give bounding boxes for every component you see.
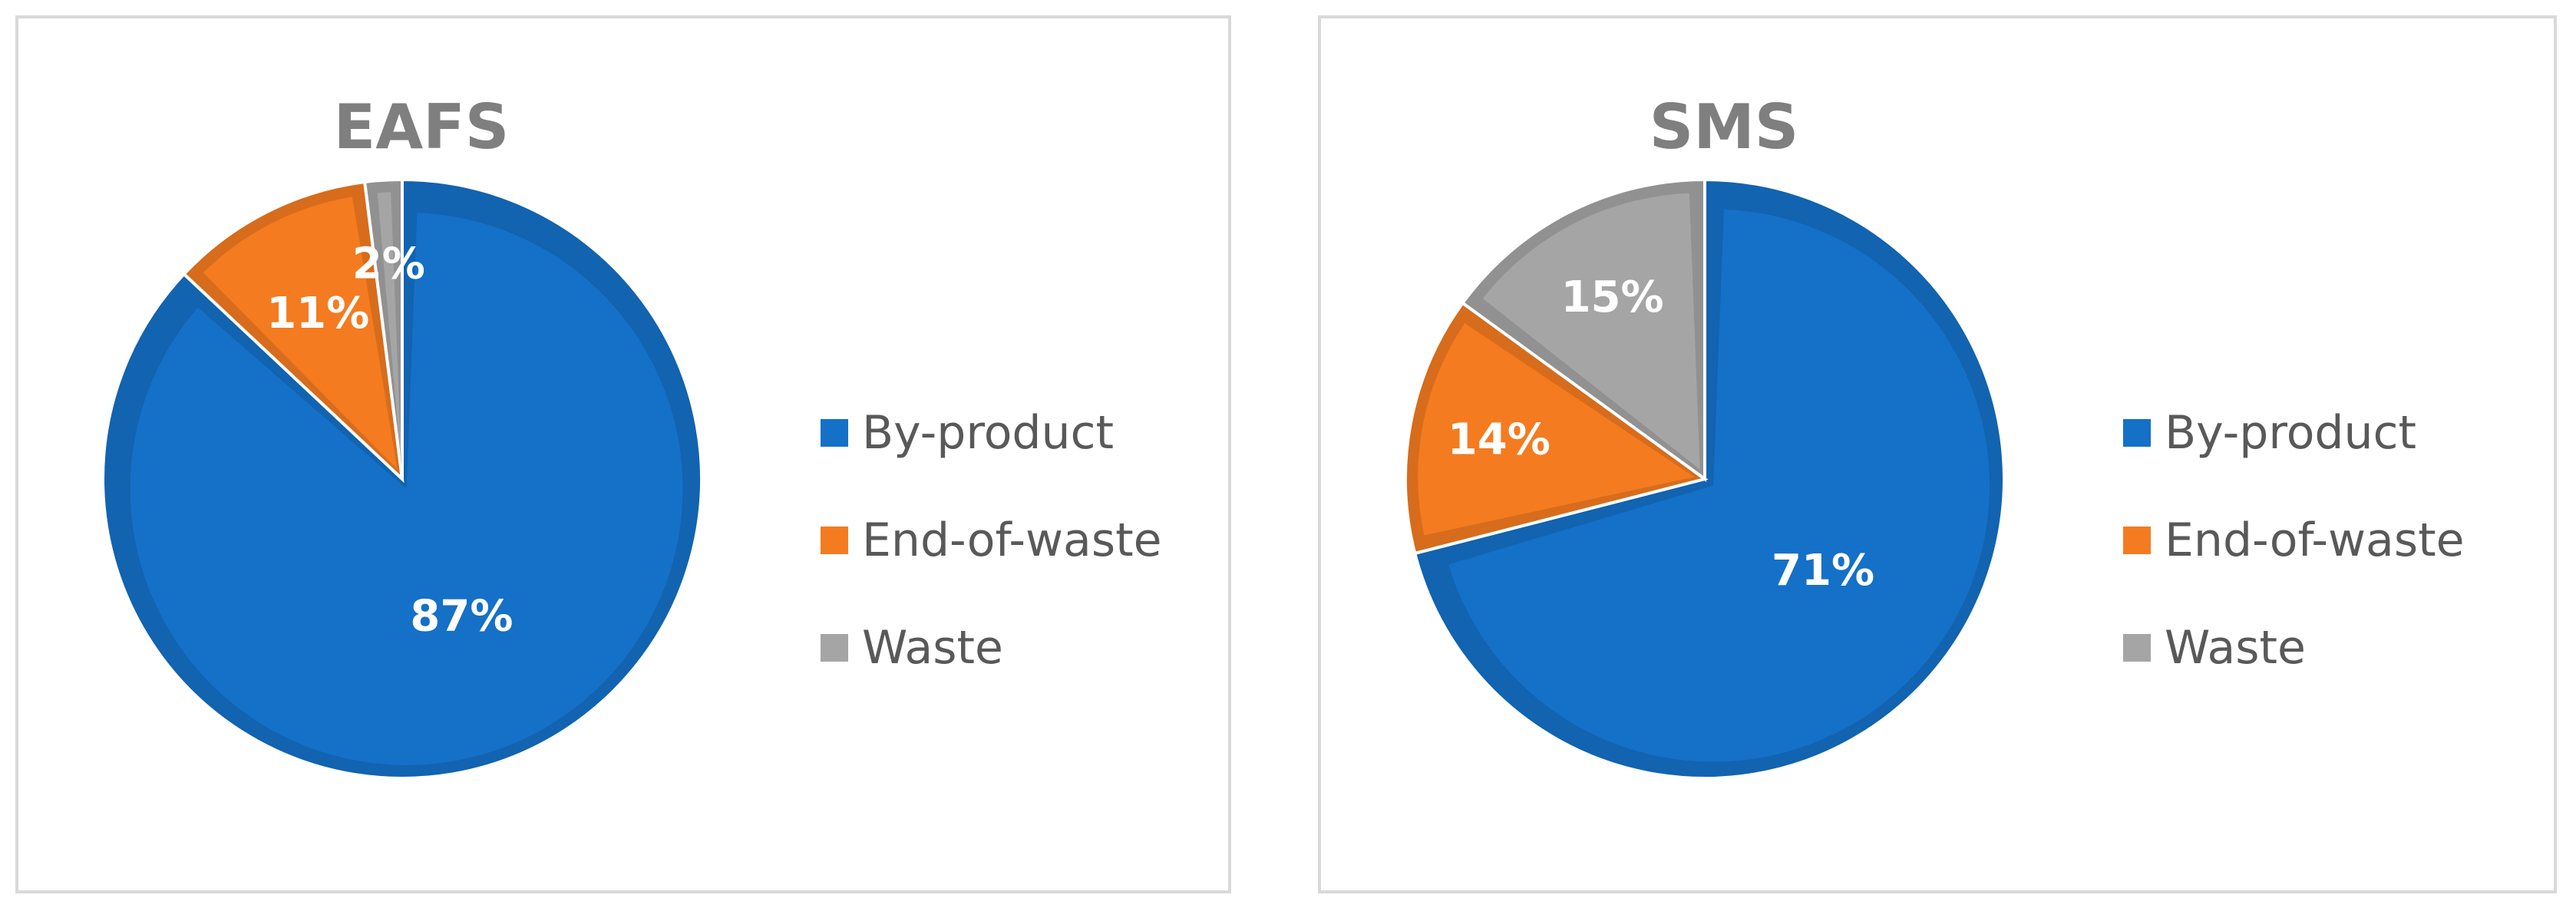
legend-item-end-of-waste: End-of-waste [821, 513, 1162, 567]
chart-title: EAFS [333, 91, 510, 163]
data-label-by-product: 87% [410, 591, 513, 641]
pie-chart-sms: 71% 14% 15% [1404, 177, 2006, 780]
legend-swatch-waste [2123, 634, 2151, 662]
legend-item-by-product: By-product [2123, 406, 2465, 460]
pie-slice-face-waste [1482, 193, 1700, 470]
pie-slice-face-end-of-waste [1418, 323, 1695, 536]
legend: By-product End-of-waste Waste [2123, 406, 2465, 675]
legend-label: End-of-waste [862, 513, 1162, 567]
legend-swatch-end-of-waste [821, 527, 848, 554]
legend-item-by-product: By-product [821, 406, 1162, 460]
pie-slice-face-by-product [130, 213, 683, 765]
legend-label: End-of-waste [2165, 513, 2465, 567]
pie-slice-face-end-of-waste [203, 196, 398, 470]
legend-swatch-by-product [821, 419, 848, 447]
legend-label: By-product [2165, 406, 2417, 460]
chart-title: SMS [1649, 91, 1799, 163]
pie-slice-face-by-product [1448, 209, 1990, 762]
legend-item-waste: Waste [821, 621, 1162, 675]
legend-swatch-end-of-waste [2123, 527, 2151, 554]
legend-swatch-by-product [2123, 419, 2151, 447]
legend-label: Waste [862, 621, 1003, 675]
legend-label: By-product [862, 406, 1115, 460]
legend-swatch-waste [821, 634, 848, 662]
data-label-by-product: 71% [1772, 546, 1874, 596]
pie-chart-eafs: 87% 11%2% [101, 177, 703, 780]
data-label-end-of-waste: 14% [1448, 414, 1551, 464]
data-label-end-of-waste: 11% [266, 289, 369, 338]
pie-slice-face-waste [377, 192, 402, 469]
data-label-waste: 2% [352, 239, 425, 289]
chart-panel-sms: SMS 71% 14% 15% By-product End-of-waste Wa… [1318, 15, 2557, 893]
legend: By-product End-of-waste Waste [821, 406, 1162, 675]
legend-item-waste: Waste [2123, 621, 2465, 675]
legend-label: Waste [2165, 621, 2306, 675]
legend-item-end-of-waste: End-of-waste [2123, 513, 2465, 567]
chart-panel-eafs: EAFS 87% 11% 2% By-product End-of-waste Wa… [15, 15, 1231, 893]
data-label-waste: 15% [1561, 272, 1664, 322]
